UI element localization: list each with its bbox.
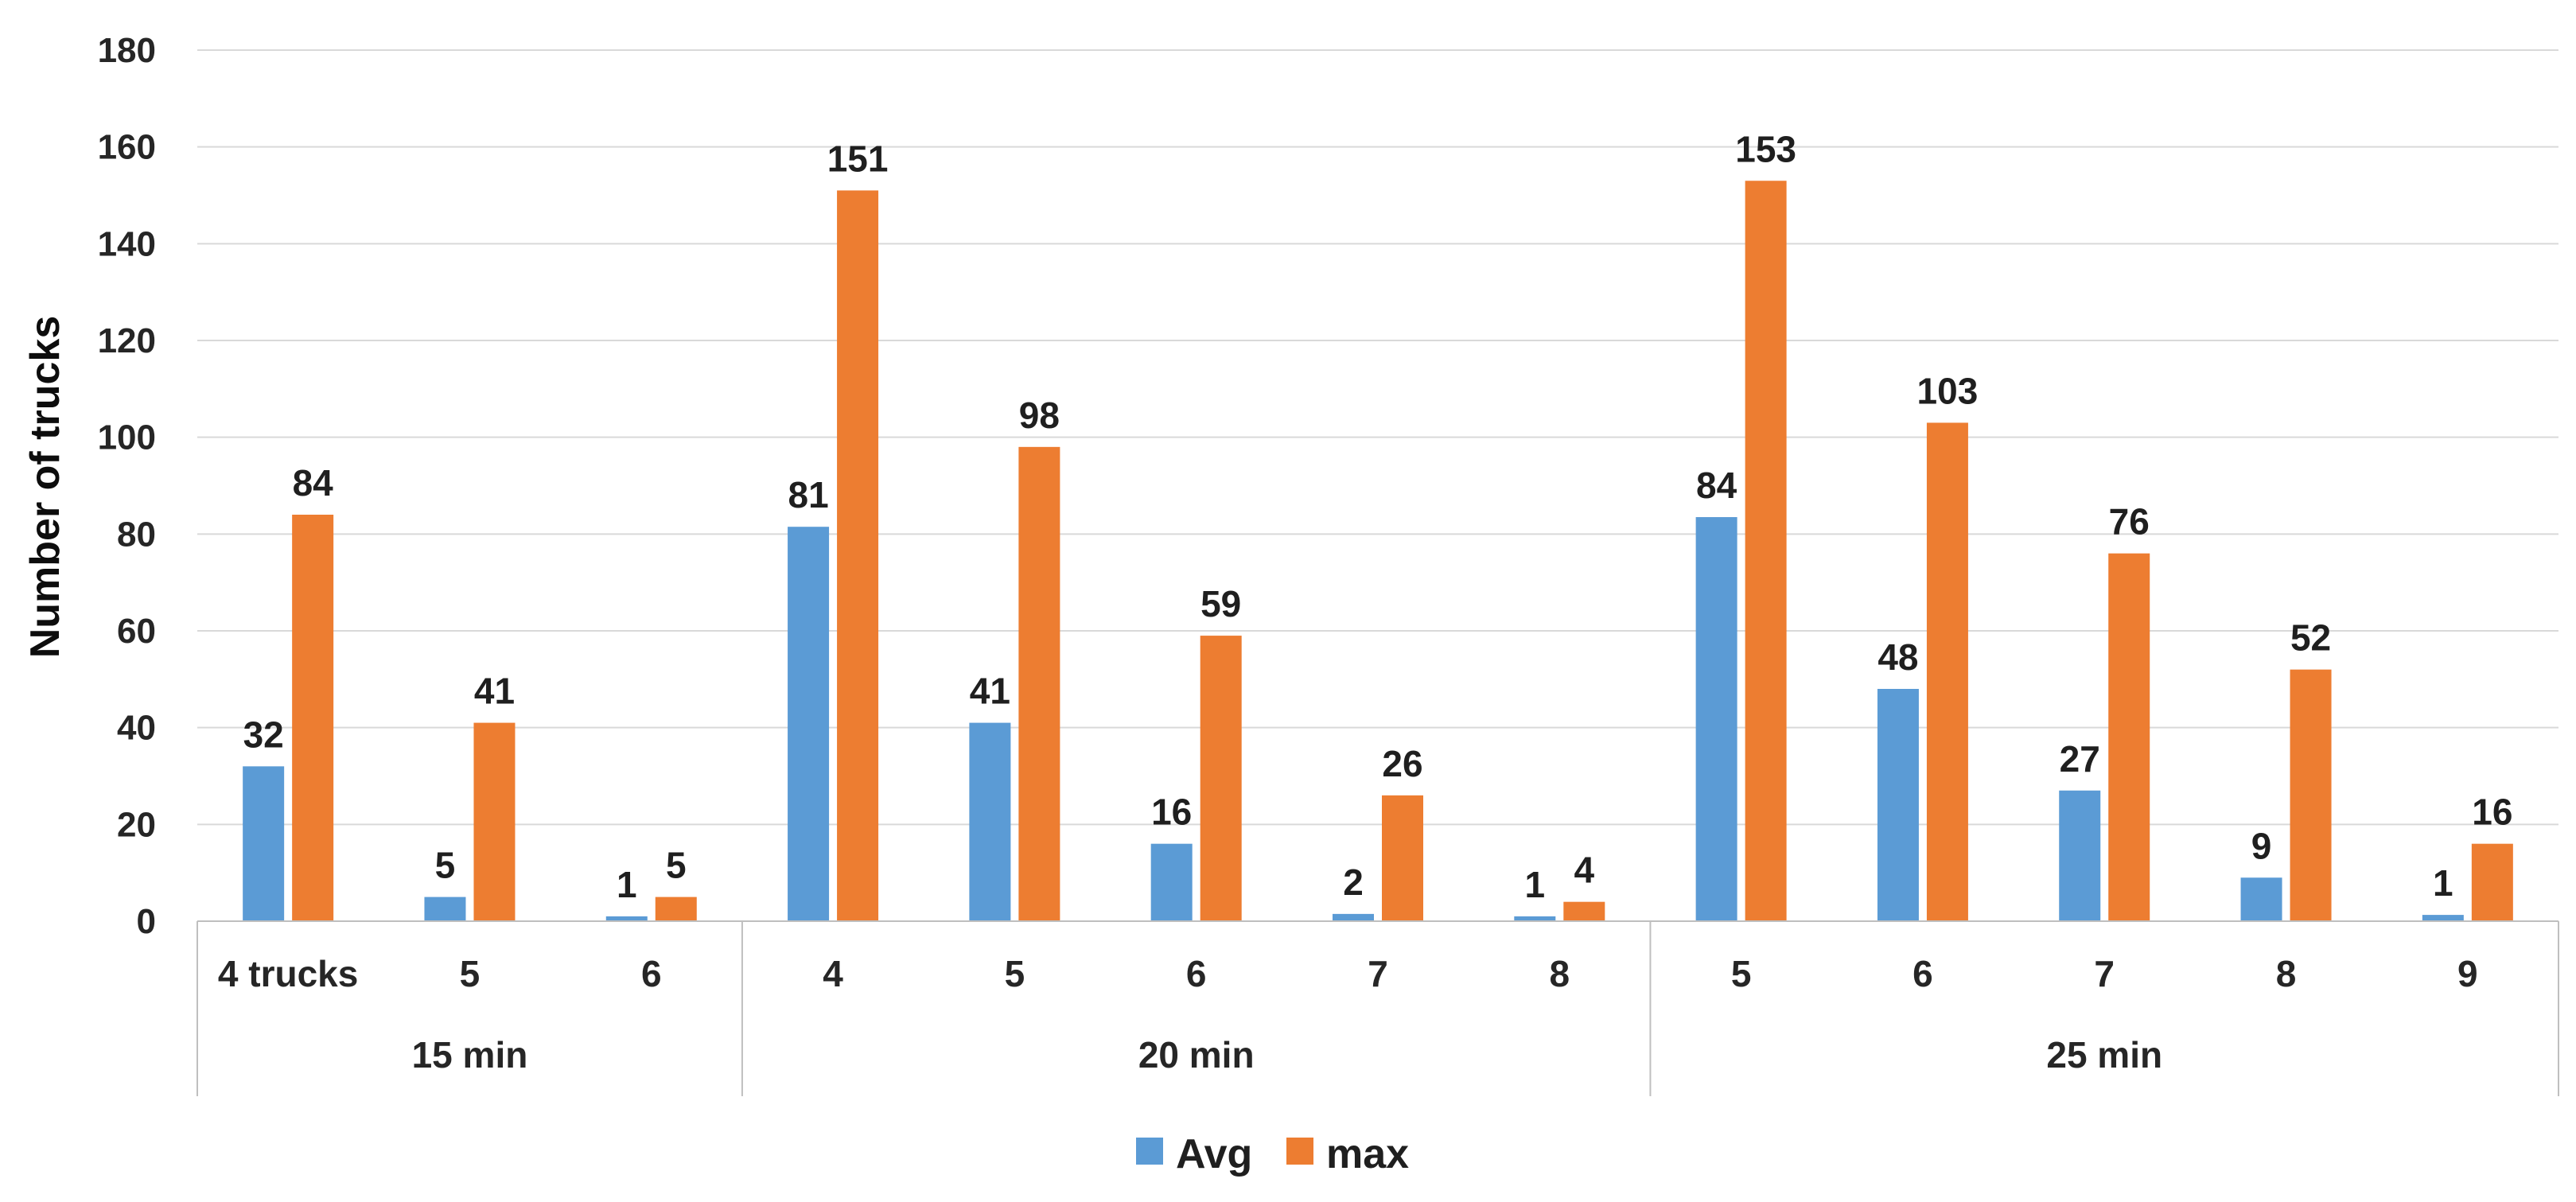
bar-max bbox=[1382, 795, 1423, 921]
data-label-avg: 41 bbox=[970, 671, 1010, 712]
x-tick-label: 9 bbox=[2457, 953, 2478, 994]
data-label-max: 26 bbox=[1382, 743, 1422, 784]
data-label-max: 4 bbox=[1574, 850, 1595, 891]
legend-swatch-avg bbox=[1136, 1138, 1163, 1165]
bar-max bbox=[837, 190, 879, 921]
bar-avg bbox=[1877, 689, 1919, 921]
y-axis: 0 20 40 60 80 100 120 140 160 180 bbox=[98, 31, 156, 941]
x-tick-label: 7 bbox=[1368, 953, 1388, 994]
gridlines bbox=[197, 49, 2558, 826]
data-label-avg: 5 bbox=[435, 845, 456, 886]
y-tick-label: 120 bbox=[98, 321, 156, 360]
x-tick-label: 7 bbox=[2094, 953, 2115, 994]
x-tick-label: 4 bbox=[823, 953, 843, 994]
data-label-avg: 1 bbox=[2433, 862, 2453, 904]
y-axis-title: Number of trucks bbox=[22, 316, 68, 659]
data-label-max: 59 bbox=[1200, 583, 1241, 624]
data-label-max: 5 bbox=[666, 845, 687, 886]
bars bbox=[243, 181, 2513, 921]
x-axis: 4 trucks 5 6 4 5 6 7 8 5 6 7 8 9 15 min 20 min 25 min bbox=[197, 920, 2559, 1096]
bar-avg bbox=[424, 897, 466, 921]
bar-max bbox=[655, 897, 697, 921]
data-label-max: 52 bbox=[2290, 617, 2331, 659]
y-tick-label: 180 bbox=[98, 31, 156, 70]
y-tick-label: 0 bbox=[137, 902, 156, 941]
bar-max bbox=[2471, 843, 2513, 921]
bar-max bbox=[1563, 901, 1605, 921]
bar-avg bbox=[788, 527, 830, 921]
bar-avg bbox=[2422, 915, 2464, 921]
bar-max bbox=[1745, 181, 1787, 921]
data-label-avg: 9 bbox=[2251, 825, 2272, 866]
x-tick-label: 4 trucks bbox=[218, 953, 358, 994]
bar-max bbox=[473, 722, 516, 921]
x-tick-label: 5 bbox=[1005, 953, 1025, 994]
data-label-max: 84 bbox=[293, 462, 334, 504]
bar-avg bbox=[1695, 517, 1737, 921]
data-label-max: 103 bbox=[1917, 370, 1979, 411]
bar-max bbox=[1926, 422, 1968, 921]
x-tick-label: 8 bbox=[1550, 953, 1570, 994]
data-label-avg: 1 bbox=[1525, 864, 1546, 905]
x-tick-label: 8 bbox=[2276, 953, 2297, 994]
y-tick-label: 20 bbox=[117, 805, 156, 844]
x-tick-label: 5 bbox=[460, 953, 481, 994]
y-tick-label: 160 bbox=[98, 128, 156, 167]
bar-avg bbox=[1333, 913, 1374, 921]
data-label-avg: 1 bbox=[617, 864, 637, 905]
y-tick-label: 140 bbox=[98, 224, 156, 263]
data-label-max: 16 bbox=[2472, 792, 2512, 833]
x-tick-label: 6 bbox=[1913, 953, 1933, 994]
data-label-avg: 2 bbox=[1343, 862, 1364, 903]
bar-avg bbox=[243, 766, 285, 921]
bar-avg bbox=[2059, 790, 2101, 921]
x-group-label: 25 min bbox=[2046, 1034, 2162, 1076]
bar-avg bbox=[605, 916, 648, 921]
data-label-max: 98 bbox=[1019, 395, 1060, 436]
bar-avg bbox=[1514, 916, 1556, 921]
y-tick-label: 40 bbox=[117, 709, 156, 748]
bar-avg bbox=[2240, 877, 2282, 921]
bar-avg bbox=[969, 722, 1011, 921]
data-label-max: 153 bbox=[1735, 128, 1796, 169]
x-tick-label: 5 bbox=[1731, 953, 1752, 994]
y-tick-label: 80 bbox=[117, 515, 156, 554]
data-label-avg: 32 bbox=[243, 714, 284, 755]
y-tick-label: 60 bbox=[117, 612, 156, 651]
data-label-avg: 84 bbox=[1696, 465, 1737, 506]
legend-label-avg: Avg bbox=[1176, 1131, 1252, 1177]
legend-label-max: max bbox=[1326, 1131, 1409, 1177]
bar-max bbox=[2108, 553, 2150, 921]
legend-swatch-max bbox=[1286, 1138, 1313, 1165]
x-tick-label: 6 bbox=[641, 953, 662, 994]
bar-max bbox=[292, 515, 334, 921]
x-group-label: 20 min bbox=[1138, 1034, 1255, 1076]
data-label-avg: 27 bbox=[2060, 738, 2100, 780]
legend: Avg max bbox=[1136, 1131, 1409, 1177]
data-label-max: 151 bbox=[827, 138, 889, 179]
x-group-label: 15 min bbox=[412, 1034, 528, 1076]
data-label-max: 76 bbox=[2109, 501, 2150, 543]
y-tick-label: 100 bbox=[98, 418, 156, 457]
data-label-avg: 48 bbox=[1878, 636, 1918, 678]
data-label-avg: 16 bbox=[1151, 792, 1192, 833]
data-label-max: 41 bbox=[474, 671, 515, 712]
data-label-avg: 81 bbox=[788, 474, 828, 515]
bar-max bbox=[1200, 636, 1242, 921]
bar-avg bbox=[1150, 843, 1193, 921]
x-tick-label: 6 bbox=[1186, 953, 1207, 994]
bar-max bbox=[2290, 669, 2332, 921]
bar-max bbox=[1018, 446, 1060, 921]
